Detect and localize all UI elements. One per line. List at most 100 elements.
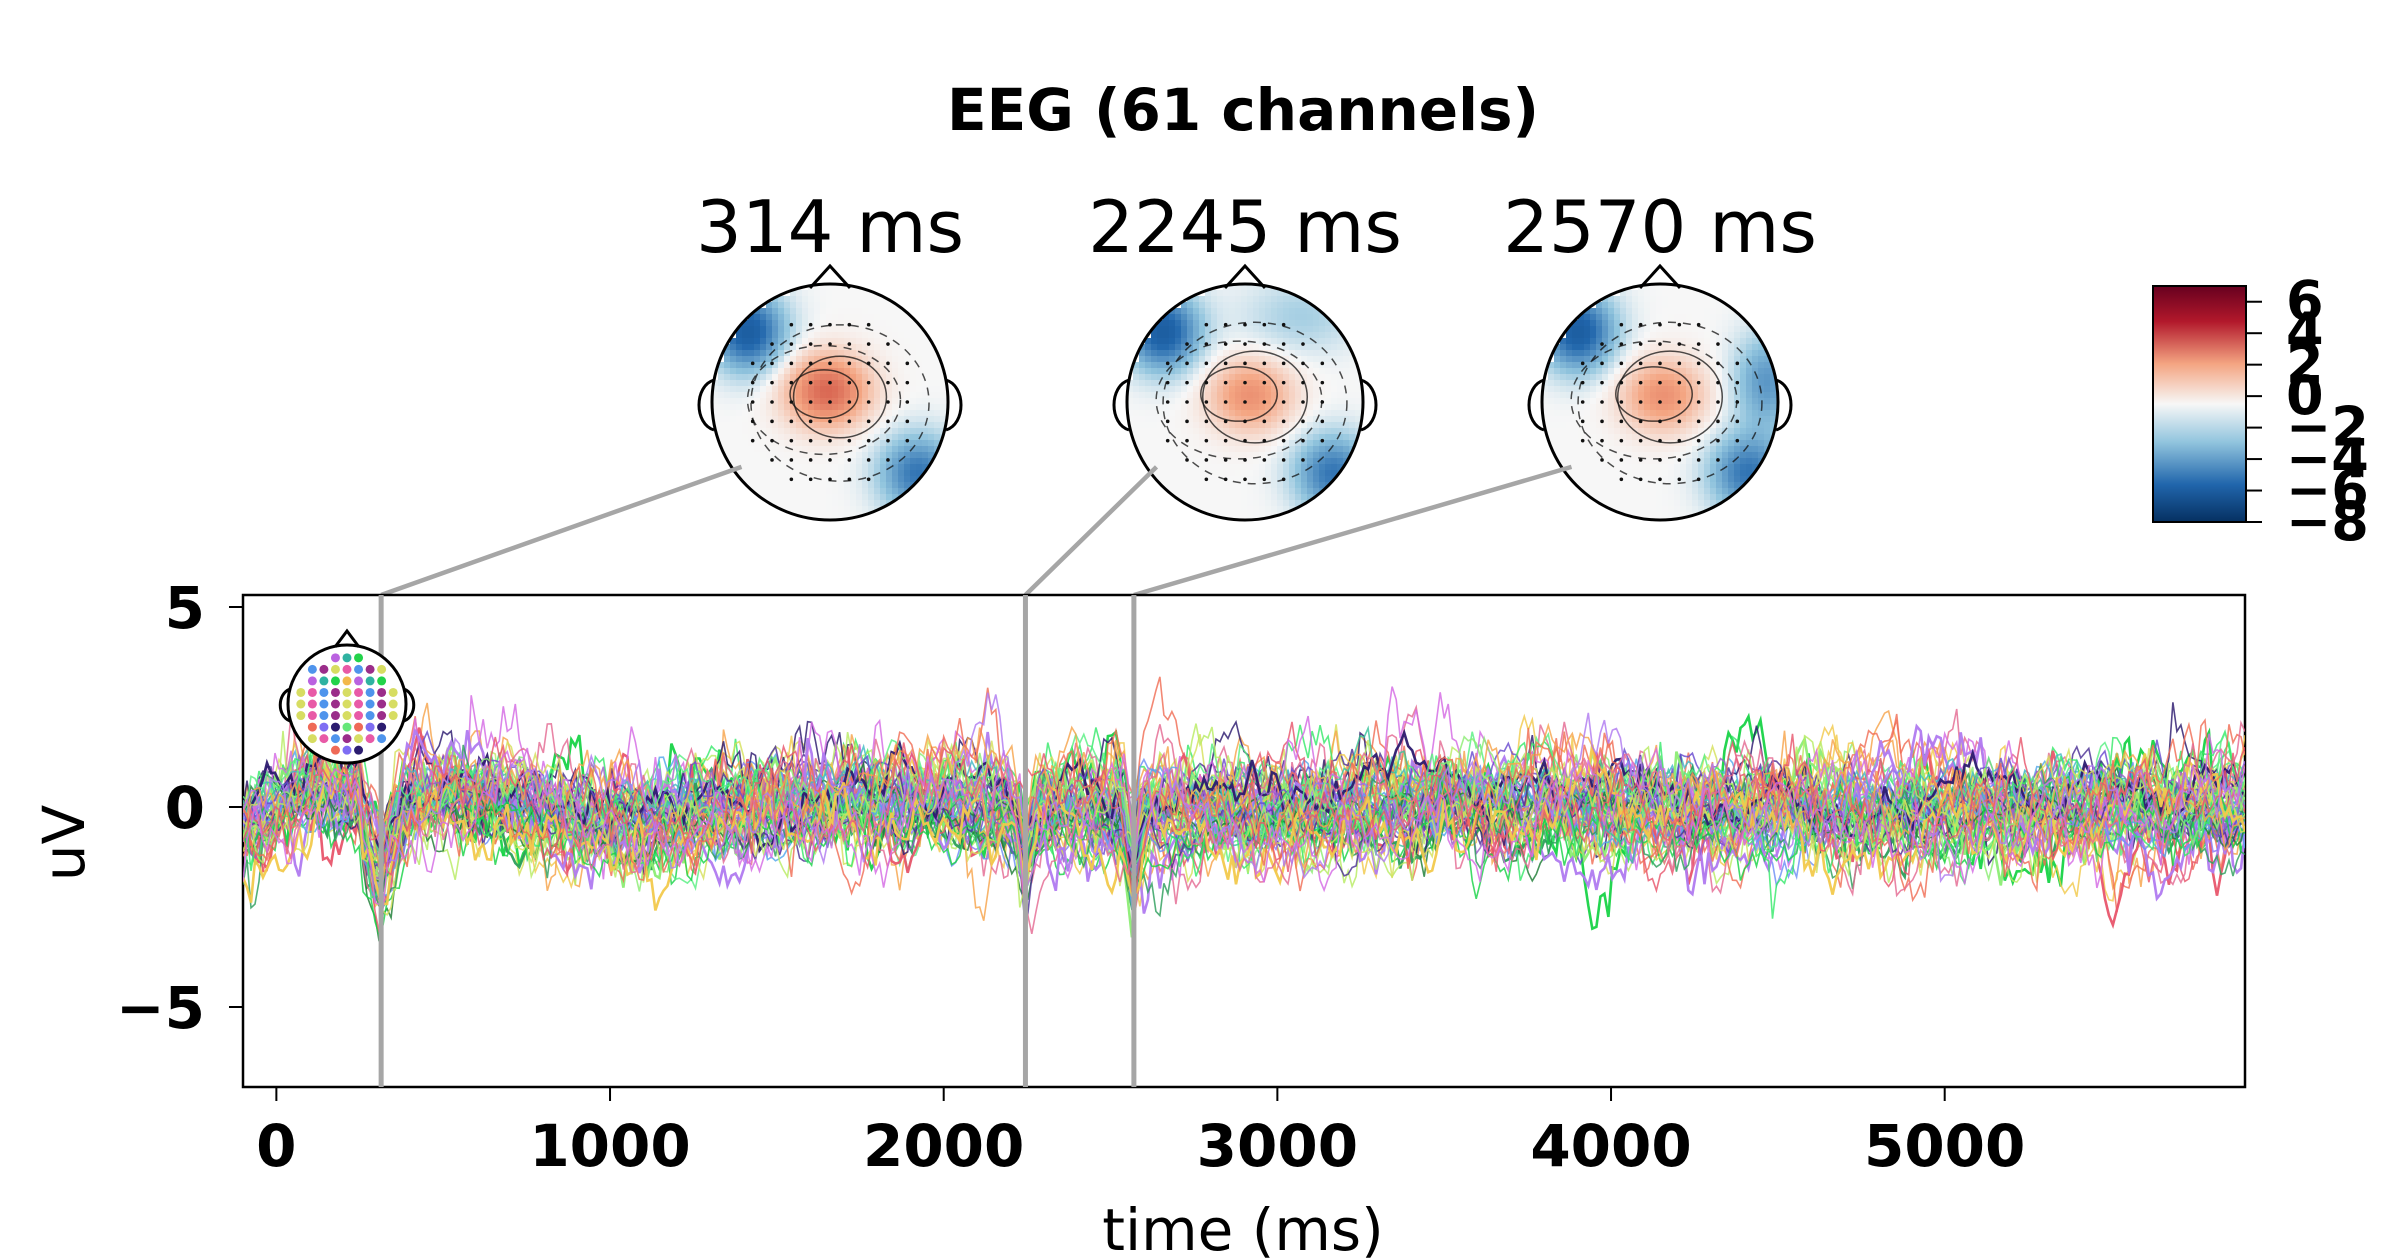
topomap-pixel [730,440,737,447]
topomap-pixel [1554,416,1561,423]
topomap-pixel [1295,458,1302,465]
topomap-pixel [1163,392,1170,399]
topomap-pixel [742,380,749,387]
topomap-pixel [1205,290,1212,297]
topomap-pixel [1331,434,1338,441]
topomap-pixel [1680,398,1687,405]
topomap-pixel [874,428,881,435]
topomap-pixel [754,488,761,495]
topomap-pixel [718,404,725,411]
topomap-pixel [1253,284,1260,291]
topomap-pixel [1770,416,1777,423]
topomap-pixel [820,338,827,345]
topomap-pixel [1674,404,1681,411]
topomap-time-label-1: 314 ms [696,185,964,269]
topomap-pixel [796,290,803,297]
topomap-pixel [1554,434,1561,441]
topomap-pixel [796,458,803,465]
topomap-pixel [1343,350,1350,357]
topomap-sensor [1223,419,1228,424]
topomap-pixel [790,326,797,333]
topomap-pixel [1289,374,1296,381]
topomap-pixel [760,368,767,375]
topomap-pixel [1716,404,1723,411]
topomap-pixel [1277,428,1284,435]
topomap-pixel [1169,446,1176,453]
topomap-pixel [1289,464,1296,471]
topomap-pixel [1668,512,1675,519]
topomap-pixel [1752,458,1759,465]
topomap-pixel [838,452,845,459]
topomap-pixel [802,350,809,357]
topomap-pixel [922,332,929,339]
topomap-pixel [1698,422,1705,429]
topomap-head-outline [710,282,950,522]
topomap-pixel [1740,362,1747,369]
topomap-pixel [1337,332,1344,339]
topomap-pixel [850,398,857,405]
topomap-pixel [1590,458,1597,465]
topomap-pixel [1722,434,1729,441]
topomap-pixel [856,488,863,495]
topomap-pixel [1229,428,1236,435]
topomap-pixel [1686,290,1693,297]
topomap-pixel [1632,416,1639,423]
topomap-pixel [802,368,809,375]
topomap-pixel [1259,344,1266,351]
topomap-pixel [832,410,839,417]
topomap-contour [1616,350,1724,444]
topomap-pixel [922,338,929,345]
topomap-pixel [1602,464,1609,471]
topomap-pixel [1560,380,1567,387]
topomap-pixel [772,422,779,429]
topomap-pixel [1674,362,1681,369]
topomap-pixel [1698,398,1705,405]
topomap-sensor [1223,322,1228,327]
topomap-pixel [1692,314,1699,321]
topomap-pixel [862,446,869,453]
topomap-pixel [1295,476,1302,483]
topomap-pixel [838,506,845,513]
topomap-pixel [1662,512,1669,519]
topomap-pixel [928,446,935,453]
topomap-pixel [904,344,911,351]
topomap-pixel [1638,296,1645,303]
topomap-pixel [1157,476,1164,483]
topomap-pixel [1704,494,1711,501]
topomap-pixel [1728,320,1735,327]
topomap-pixel [1686,398,1693,405]
topomap-pixel [838,422,845,429]
topomap-pixel [1638,440,1645,447]
topomap-pixel [1704,392,1711,399]
topomap-pixel [1211,434,1218,441]
topomap-pixel [1157,374,1164,381]
topomap-pixel [1205,500,1212,507]
topomap-pixel [1572,422,1579,429]
topomap-pixel [1175,326,1182,333]
topomap-pixel [754,326,761,333]
topomap-pixel [1626,350,1633,357]
x-axis-label: time (ms) [1102,1196,1383,1260]
topomap-pixel [1674,392,1681,399]
topomap-pixel [892,470,899,477]
topomap-pixel [796,398,803,405]
topomap-pixel [1271,452,1278,459]
topomap-pixel [1211,494,1218,501]
topomap-pixel [1602,344,1609,351]
topomap-pixel [1145,386,1152,393]
topomap-pixel [1686,386,1693,393]
topomap-pixel [850,476,857,483]
topomap-pixel [898,398,905,405]
topomap-pixel [778,470,785,477]
topomap-pixel [1764,428,1771,435]
topomap-pixel [1271,362,1278,369]
topomap-pixel [1602,356,1609,363]
topomap-pixel [1325,458,1332,465]
topomap-pixel [1728,488,1735,495]
topomap-pixel [1650,446,1657,453]
topomap-pixel [1289,368,1296,375]
topomap-pixel [862,362,869,369]
topomap-pixel [1247,428,1254,435]
topomap-pixel [1193,482,1200,489]
topomap-pixel [1151,422,1158,429]
